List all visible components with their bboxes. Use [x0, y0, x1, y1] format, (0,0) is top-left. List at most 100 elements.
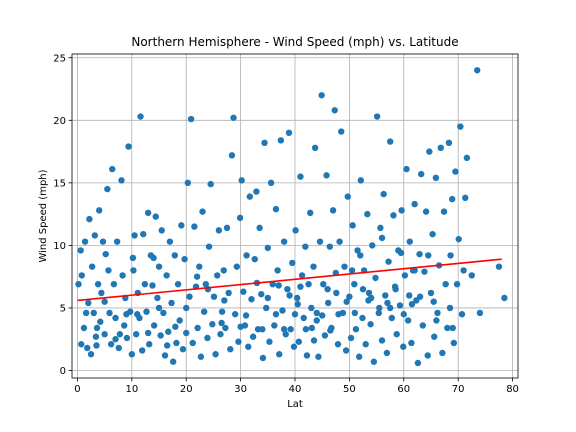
data-point	[290, 343, 298, 350]
x-tick-label: 60	[397, 384, 410, 395]
data-point	[251, 255, 258, 263]
data-point	[434, 309, 441, 317]
data-point	[106, 309, 113, 317]
data-point	[342, 347, 350, 354]
data-point	[240, 288, 247, 295]
y-tick-label: 5	[60, 303, 66, 314]
data-point	[94, 280, 102, 288]
data-point	[437, 144, 444, 152]
data-point	[427, 289, 435, 297]
data-point	[271, 322, 278, 329]
data-point	[93, 324, 101, 332]
data-point	[264, 244, 272, 252]
data-point	[274, 267, 281, 274]
data-point	[303, 352, 311, 359]
data-point	[408, 300, 416, 308]
data-point	[318, 312, 326, 319]
data-point	[359, 314, 366, 322]
data-point	[152, 213, 159, 220]
data-point	[207, 180, 214, 188]
data-point	[474, 67, 481, 74]
data-point	[348, 267, 356, 274]
data-point	[289, 259, 296, 267]
data-point	[86, 215, 93, 223]
data-point	[158, 227, 165, 234]
data-point	[225, 289, 232, 297]
data-point	[125, 143, 132, 150]
data-point	[321, 332, 329, 339]
data-point	[149, 282, 156, 289]
data-point	[272, 311, 280, 318]
data-point	[421, 268, 428, 275]
data-point	[313, 309, 320, 317]
data-point	[172, 323, 179, 330]
data-point	[112, 314, 119, 322]
data-point	[78, 341, 85, 348]
data-point	[174, 280, 182, 288]
data-point	[75, 280, 82, 288]
data-point	[220, 267, 227, 274]
data-point	[204, 334, 211, 342]
data-point	[316, 238, 324, 245]
data-point	[183, 304, 190, 312]
data-point	[378, 234, 386, 242]
data-point	[77, 247, 84, 254]
data-point	[365, 289, 373, 297]
data-point	[132, 331, 140, 338]
x-tick-label: 20	[180, 384, 193, 395]
data-point	[275, 282, 282, 289]
data-point	[282, 331, 289, 338]
data-point	[364, 210, 371, 218]
data-point	[123, 334, 131, 342]
data-point	[370, 358, 378, 365]
data-point	[259, 354, 267, 362]
data-point	[121, 322, 128, 329]
data-point	[264, 294, 272, 302]
data-point	[411, 200, 418, 208]
data-point	[417, 170, 425, 178]
data-point	[359, 285, 367, 293]
data-point	[95, 207, 103, 214]
data-point	[285, 129, 293, 137]
data-point	[82, 309, 90, 317]
data-point	[453, 280, 461, 288]
data-point	[433, 317, 440, 324]
data-point	[237, 323, 244, 330]
data-point	[223, 224, 231, 232]
data-point	[98, 289, 105, 297]
data-point	[396, 302, 404, 309]
data-point	[292, 227, 299, 234]
data-point	[386, 138, 394, 145]
data-point	[277, 137, 285, 144]
data-point	[463, 154, 471, 162]
x-axis-label: Lat	[287, 399, 303, 410]
data-point	[302, 243, 309, 250]
data-point	[384, 299, 391, 307]
data-point	[191, 223, 198, 230]
x-tick-label: 40	[289, 384, 302, 395]
data-point	[324, 299, 332, 307]
data-point	[308, 304, 315, 312]
data-point	[346, 293, 353, 300]
data-point	[218, 308, 226, 315]
data-point	[112, 336, 119, 343]
data-point	[118, 177, 125, 184]
data-point	[392, 285, 399, 293]
data-point	[238, 177, 245, 184]
data-point	[300, 314, 307, 322]
x-tick-label: 0	[74, 384, 80, 395]
data-point	[326, 243, 334, 250]
data-point	[187, 115, 195, 123]
data-point	[102, 250, 109, 258]
data-point	[334, 341, 342, 348]
data-point	[233, 263, 241, 270]
data-point	[236, 214, 244, 222]
data-point	[446, 304, 454, 312]
data-point	[442, 280, 449, 288]
data-point	[377, 224, 384, 232]
data-point	[183, 329, 190, 337]
data-point	[351, 280, 358, 288]
data-point	[287, 326, 294, 333]
data-point	[186, 293, 193, 300]
data-point	[110, 280, 118, 288]
